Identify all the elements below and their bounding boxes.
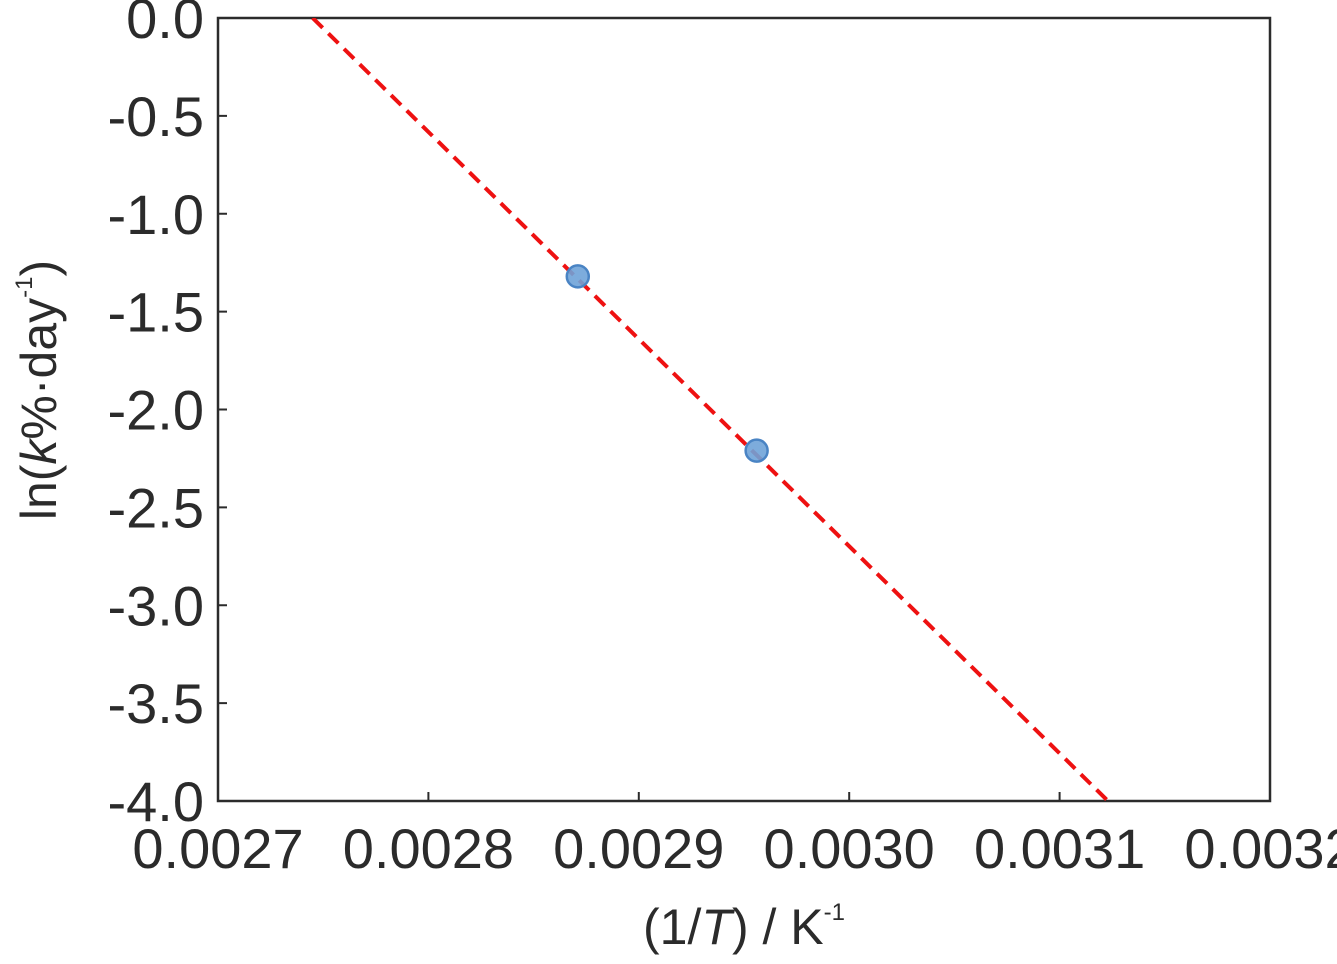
y-tick-label: 0.0 (126, 0, 204, 50)
x-axis-title: (1/T) / K-1 (643, 899, 845, 955)
y-tick-label: -2.0 (108, 379, 205, 442)
x-tick-label: 0.0028 (343, 817, 514, 880)
x-tick-label: 0.0032 (1184, 817, 1337, 880)
y-tick-label: -0.5 (108, 85, 205, 148)
x-tick-label: 0.0031 (974, 817, 1145, 880)
x-tick-label: 0.0029 (553, 817, 724, 880)
y-tick-label: -3.0 (108, 574, 205, 637)
fit-line (311, 18, 1110, 801)
plot-frame (216, 16, 1272, 803)
y-axis-title: ln(k%·day-1) (11, 260, 67, 520)
y-tick-label: -1.5 (108, 281, 205, 344)
data-point (744, 438, 769, 463)
y-tick-label: -3.5 (108, 672, 205, 735)
x-tick-label: 0.0027 (132, 817, 303, 880)
x-tick-label: 0.0030 (764, 817, 935, 880)
y-tick-label: -1.0 (108, 183, 205, 246)
data-point (565, 264, 591, 289)
y-tick-label: -4.0 (108, 770, 205, 833)
y-tick-label: -2.5 (108, 476, 205, 539)
